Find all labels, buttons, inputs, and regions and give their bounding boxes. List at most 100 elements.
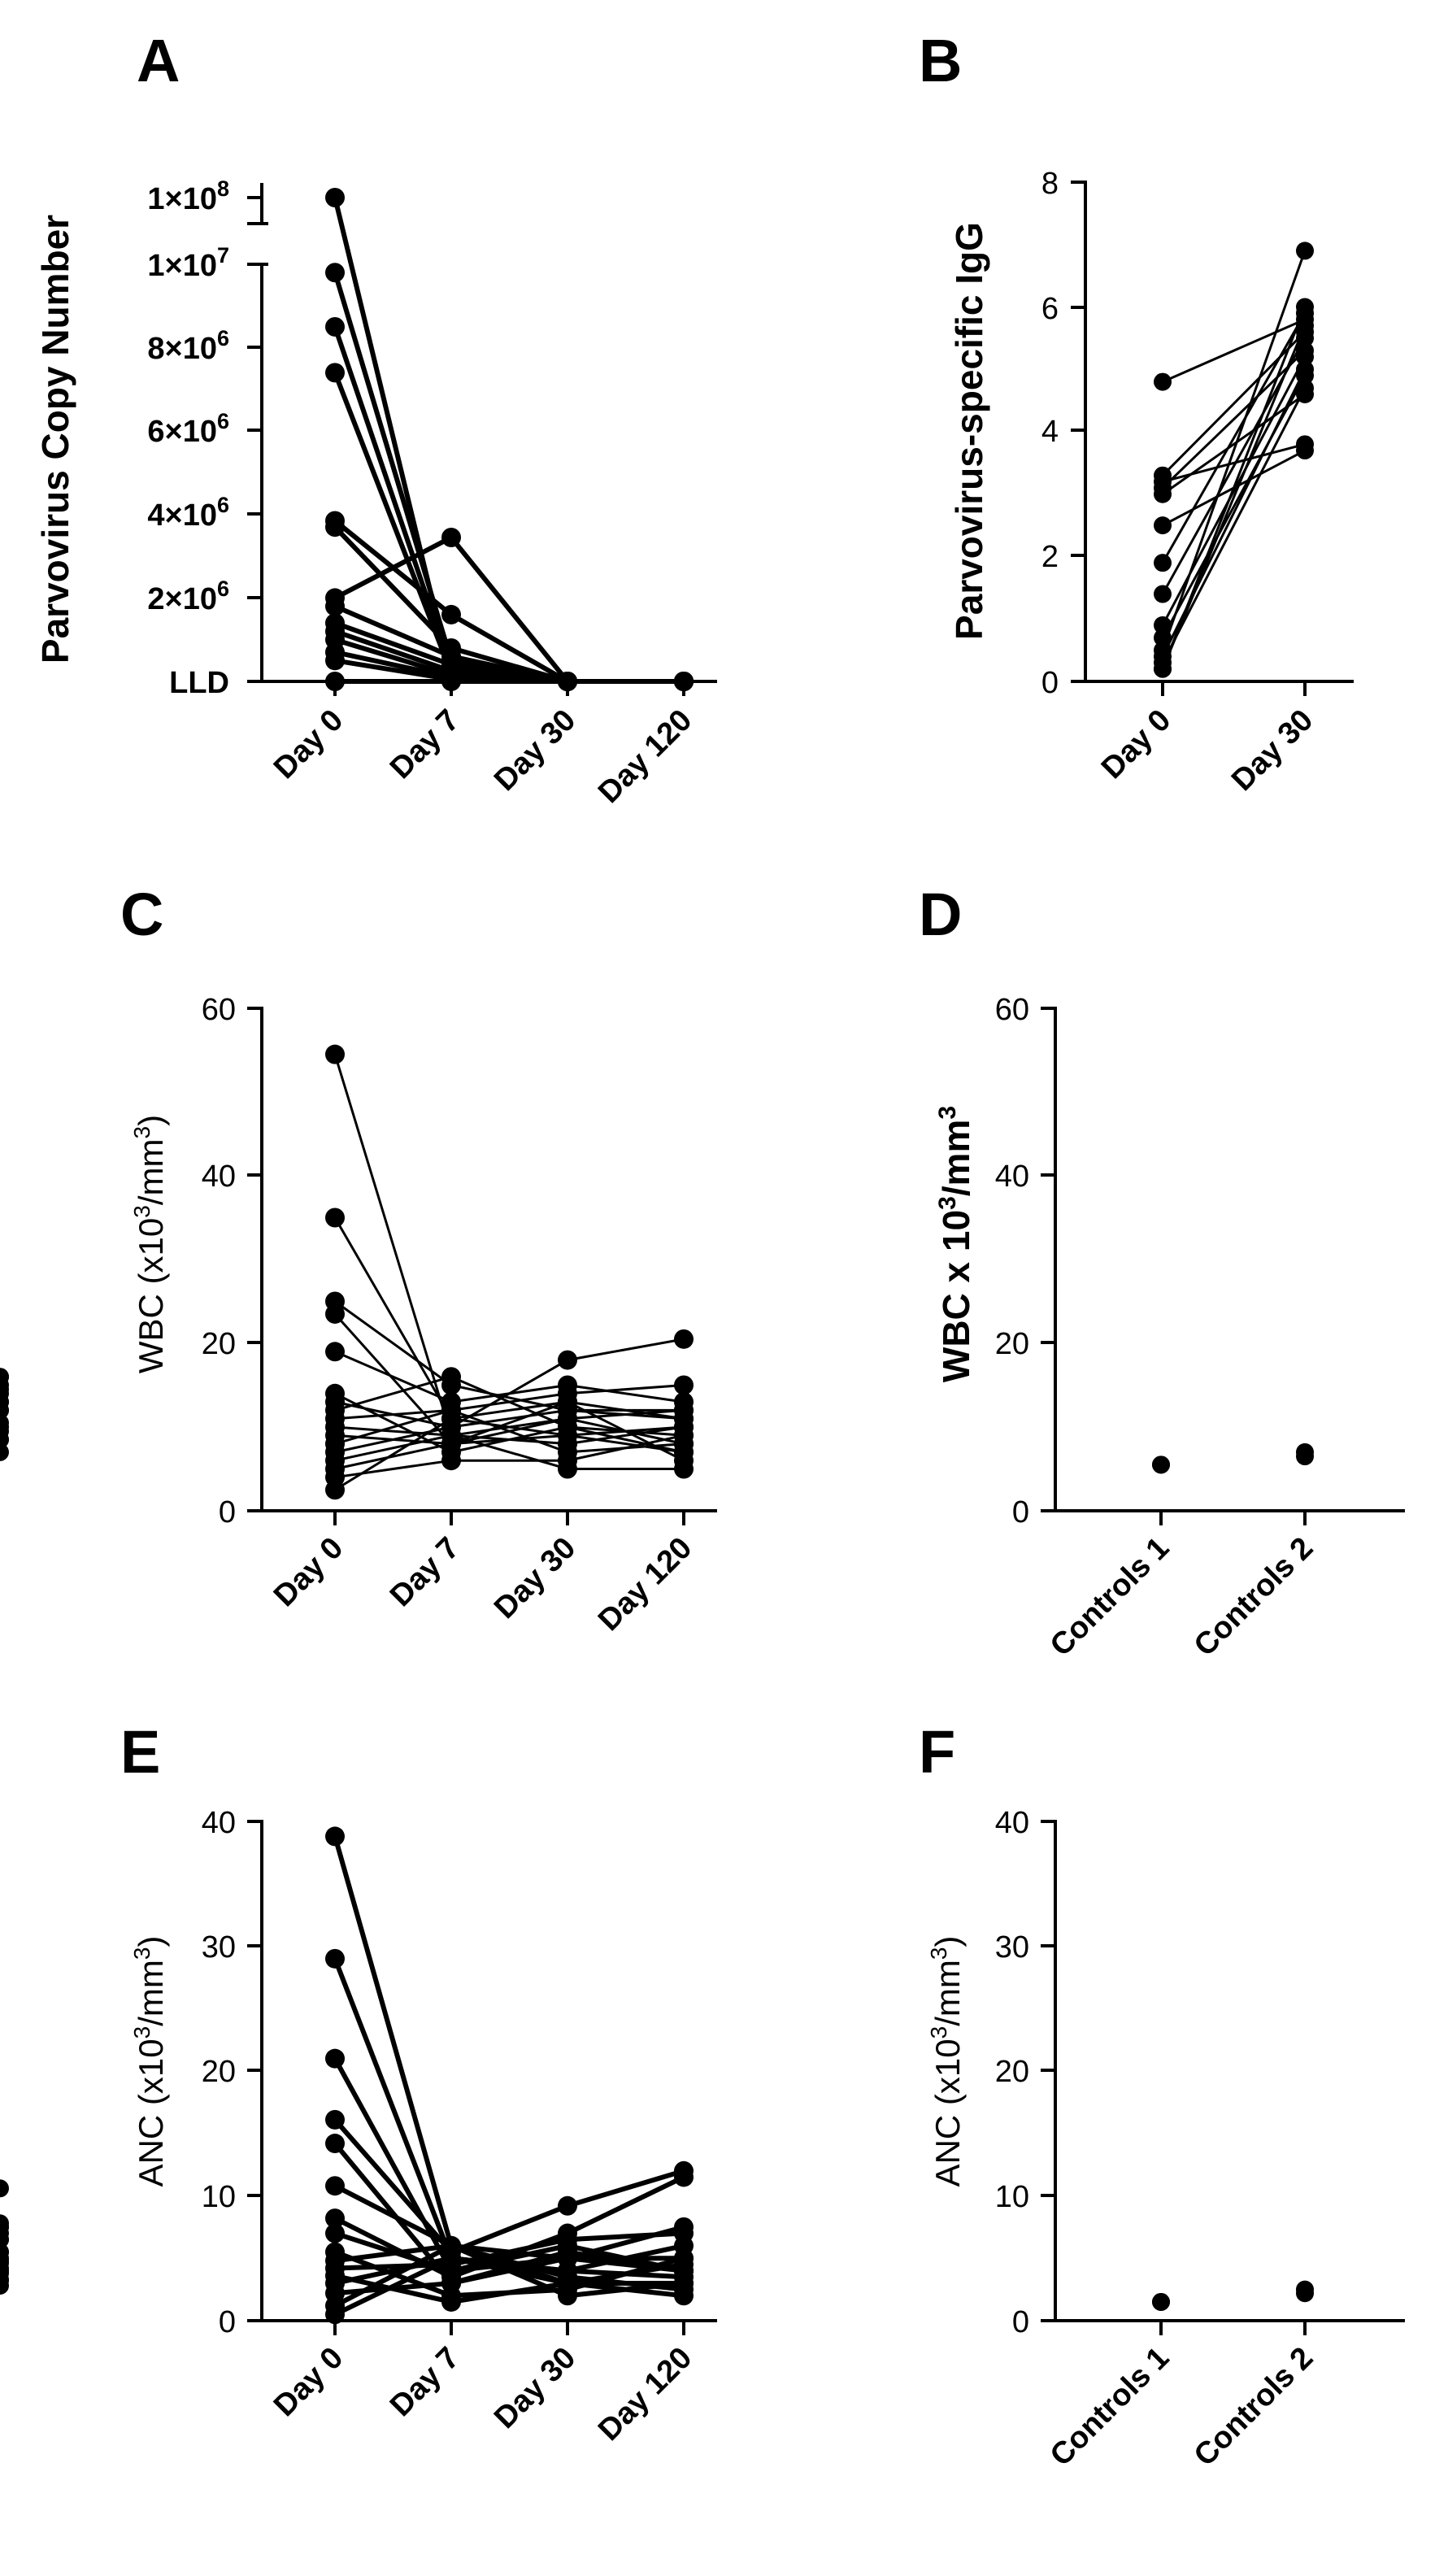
panel-f-data-point	[0, 2214, 9, 2233]
panel-e-data-point	[674, 2235, 694, 2256]
panel-e-y-label-sup: 3	[129, 2026, 154, 2039]
panel-e-data-point	[325, 2176, 345, 2196]
panel-c-data-point	[441, 1451, 461, 1471]
panel-c-series-line	[333, 1054, 685, 1446]
panel-c-series-line	[334, 1434, 684, 1470]
panel-e-data-point	[674, 2167, 694, 2187]
panel-f-y-tick-label: 0	[1012, 2305, 1029, 2339]
panel-b-data-point	[1296, 298, 1314, 316]
panel-f-x-tick-label: Controls 2	[1188, 2341, 1320, 2474]
panel-b-x-tick-label: Day 0	[1095, 703, 1177, 785]
panel-f-y-axis-label: ANC (x103/mm3)	[926, 1936, 967, 2187]
panel-b-series-line	[1162, 393, 1306, 495]
panel-e-y-label-part: /mm	[132, 1960, 170, 2026]
panel-d-data-point	[0, 1418, 9, 1436]
panel-f-y-tick-label: 10	[995, 2180, 1029, 2214]
panel-c-y-tick-label: 20	[202, 1327, 236, 1361]
panel-d-y-label-sup: 3	[934, 1106, 961, 1120]
panel-e-data-point	[558, 2273, 577, 2293]
panel-d-y-label-part: /mm	[935, 1120, 977, 1197]
panel-f-y-label-part: /mm	[928, 1960, 967, 2026]
panel-e-plot	[325, 1826, 694, 2325]
panel-d-y-tick-label: 0	[1012, 1495, 1029, 1530]
panel-b-data-point	[1154, 516, 1172, 535]
panel-e-y-axis-label: ANC (x103/mm3)	[129, 1936, 170, 2187]
panel-c-series-line	[334, 1434, 685, 1470]
panel-b-data-point	[1154, 629, 1172, 647]
panel-a-data-point	[441, 604, 461, 624]
panel-a-x-tick-label: Day 30	[488, 703, 582, 798]
panel-b-data-point	[1154, 372, 1172, 391]
panel-b-label: B	[919, 27, 962, 94]
panel-a-y-tick-label: 4×106	[147, 493, 229, 533]
panel-e: E ANC (x103/mm3) 0 10 20 30 40 Day 0 Day…	[120, 1718, 717, 2448]
panel-c-data-point	[325, 1480, 345, 1500]
panel-a-y-tick-label: 8×106	[147, 326, 229, 366]
panel-a-y-tick-mantissa: 4×10	[147, 498, 217, 533]
panel-c-series-line	[333, 1312, 685, 1446]
panel-a-x-tick-label: Day 0	[267, 703, 350, 785]
panel-e-x-tick-label: Day 0	[267, 2341, 350, 2423]
panel-b-y-tick-label: 0	[1041, 666, 1059, 700]
panel-e-y-label-part: )	[132, 1936, 170, 1947]
panel-e-y-label-part: ANC (x10	[132, 2039, 170, 2187]
panel-f-axes	[1041, 1820, 1405, 2335]
panel-f-data-point	[0, 2179, 9, 2198]
panel-f-data-point	[1296, 2280, 1314, 2299]
panel-e-x-tick-labels: Day 0 Day 7 Day 30 Day 120	[267, 2341, 698, 2448]
panel-a-data-point	[325, 517, 345, 537]
panel-b: B Parvovirus-specific IgG 0 2 4 6 8 Day …	[919, 27, 1354, 798]
panel-e-data-point	[325, 2304, 345, 2325]
panel-d-data-point	[1152, 1456, 1170, 1474]
panel-b-data-point	[1154, 659, 1172, 678]
panel-c-x-tick-label: Day 7	[384, 1531, 466, 1613]
panel-d-data-point	[1296, 1442, 1314, 1461]
panel-e-y-tick-label: 30	[202, 1930, 236, 1965]
panel-b-y-tick-label: 8	[1041, 167, 1059, 201]
panel-b-y-tick-label: 4	[1041, 415, 1059, 449]
panel-c-data-point	[674, 1408, 694, 1429]
panel-a-y-tick-labels: LLD 2×106 4×106 6×106 8×106 1×107 1×108	[147, 176, 229, 700]
panel-c-series-line	[334, 1434, 685, 1479]
panel-a-data-point	[441, 672, 461, 691]
panel-a-y-tick-mantissa: 8×10	[147, 332, 217, 366]
panel-e-data-point	[325, 2109, 345, 2130]
panel-a-data-point	[325, 672, 345, 691]
panel-f-data-point	[1152, 2292, 1170, 2311]
panel-e-series-line	[333, 1835, 684, 2261]
panel-d-y-tick-label: 20	[995, 1327, 1029, 1361]
panel-f-y-tick-label: 20	[995, 2055, 1029, 2089]
panel-b-series-line	[1162, 318, 1306, 383]
panel-a-data-point	[558, 672, 577, 691]
panel-b-series-line	[1161, 312, 1307, 564]
panel-b-data-point	[1154, 554, 1172, 572]
panel-e-x-tick-label: Day 7	[384, 2341, 466, 2423]
panel-c-y-tick-label: 0	[219, 1495, 236, 1530]
panel-a-y-tick-exponent: 7	[217, 243, 229, 268]
panel-f-y-tick-labels: 0 10 20 30 40	[995, 1806, 1029, 2339]
panel-c-y-axis-label: WBC (x103/mm3)	[129, 1115, 170, 1373]
panel-e-data-point	[558, 2230, 577, 2250]
panel-a-axes	[247, 183, 717, 683]
panel-a-y-tick-exponent: 6	[217, 409, 229, 433]
panel-e-label: E	[120, 1718, 160, 1786]
panel-b-x-tick-labels: Day 0 Day 30	[1095, 703, 1320, 798]
panel-a-series-line	[333, 534, 684, 684]
panel-c-data-point	[441, 1408, 461, 1429]
panel-c-data-point	[558, 1350, 577, 1370]
panel-a-y-tick-label: 2×106	[147, 577, 229, 616]
panel-a-y-tick-label: 1×107	[147, 243, 229, 283]
panel-a-y-tick-mantissa: 1×10	[147, 249, 217, 283]
panel-d-y-tick-labels: 0 20 40 60	[995, 993, 1029, 1530]
panel-c-data-point	[558, 1392, 577, 1412]
panel-c-y-label-part: )	[132, 1115, 170, 1126]
panel-c-y-tick-labels: 0 20 40 60	[202, 993, 236, 1530]
panel-e-data-point	[325, 2134, 345, 2154]
panel-b-series-line	[1162, 442, 1306, 483]
panel-c-series-line	[334, 1408, 685, 1454]
panel-d-x-tick-label: Controls 2	[1188, 1531, 1320, 1664]
panel-e-data-point	[558, 2248, 577, 2269]
panel-a-y-tick-mantissa: 1×10	[147, 182, 217, 216]
panel-b-data-point	[1296, 242, 1314, 260]
